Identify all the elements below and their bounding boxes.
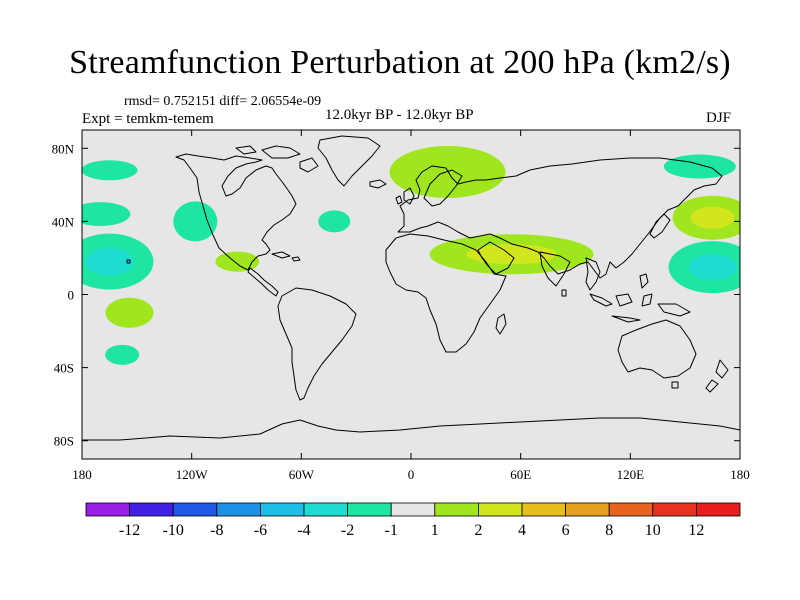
colorbar-label: -2 xyxy=(341,522,354,539)
colorbar-swatch xyxy=(129,502,174,517)
x-tick-label: 120W xyxy=(176,467,209,482)
experiment-label: Expt = temkm-temem xyxy=(82,111,214,127)
anomaly-gulf-of-alaska-negative xyxy=(173,201,218,242)
colorbar-swatch xyxy=(434,502,479,517)
colorbar-label: -1 xyxy=(385,522,398,539)
colorbar-swatch xyxy=(565,502,610,517)
coastline-arctic-islands xyxy=(235,145,319,173)
coastline-madagascar xyxy=(495,313,507,335)
x-tick-label: 180 xyxy=(730,467,750,482)
colorbar-swatch xyxy=(303,502,348,517)
y-tick-label: 40S xyxy=(54,361,74,376)
colorbar-label: 1 xyxy=(431,522,439,539)
colorbar-swatch xyxy=(608,502,654,517)
x-tick-label: 60W xyxy=(289,467,315,482)
colorbar-swatch xyxy=(390,502,436,517)
map-panel xyxy=(81,129,741,460)
colorbar-swatch xyxy=(259,502,305,517)
colorbar-label: -6 xyxy=(254,522,267,539)
anomaly-core-east-pacific-subtropical-negative xyxy=(85,247,134,276)
coastline-sri-lanka xyxy=(561,289,567,297)
coastline-new-guinea xyxy=(657,303,691,317)
coastline-greenland xyxy=(317,135,381,187)
anomaly-core-west-pacific-high-positive xyxy=(690,206,735,229)
x-tick-label: 180 xyxy=(72,467,92,482)
x-tick-label: 0 xyxy=(408,467,415,482)
coastline-australia xyxy=(617,319,697,379)
coastline-japan xyxy=(649,213,671,239)
coastline-eurasia xyxy=(397,157,723,279)
colorbar-label: 12 xyxy=(688,522,704,539)
colorbar-swatch xyxy=(477,502,523,517)
y-tick-label: 80S xyxy=(54,434,74,449)
colorbar-swatch xyxy=(347,502,392,517)
y-tick-label: 40N xyxy=(52,214,75,229)
anomaly-east-asia-arctic-negative xyxy=(663,154,736,179)
anomaly-contours xyxy=(82,146,740,365)
colorbar: -12 -10 -8 -6 -4 -2 -1 1 2 4 6 8 10 12 xyxy=(85,502,741,539)
colorbar-label: -10 xyxy=(163,522,184,539)
colorbar-label: 2 xyxy=(474,522,482,539)
season-label: DJF xyxy=(706,110,732,126)
x-tick-label: 120E xyxy=(617,467,645,482)
coastline-north-america xyxy=(175,153,297,271)
coastline-tasmania xyxy=(671,381,679,389)
coastline-hawaii xyxy=(126,259,131,264)
coastline-british-isles xyxy=(395,187,415,205)
coastline-south-america xyxy=(277,287,357,401)
coastline-indochina xyxy=(585,257,601,291)
anomaly-south-pacific-positive xyxy=(105,297,154,328)
anomaly-mexico-caribbean-positive xyxy=(215,251,260,272)
colorbar-label: 6 xyxy=(562,522,570,539)
coastline-caribbean xyxy=(271,251,301,262)
anomaly-core-west-pacific-subtropical-negative xyxy=(688,254,737,281)
anomaly-dateline-midlatitude-negative xyxy=(82,202,131,227)
chart-title: Streamfunction Perturbation at 200 hPa (… xyxy=(69,44,731,81)
colorbar-label: -4 xyxy=(297,522,310,539)
coastline-africa xyxy=(385,233,507,353)
x-tick-label: 60E xyxy=(510,467,531,482)
coastline-scandinavia xyxy=(423,169,463,207)
colorbar-swatch xyxy=(521,502,566,517)
period-label: 12.0kyr BP - 12.0kyr BP xyxy=(325,107,474,123)
coastline-iceland xyxy=(369,179,387,189)
anomaly-mid-atlantic-negative xyxy=(318,210,351,233)
colorbar-label: 10 xyxy=(645,522,661,539)
anomaly-south-pacific-negative xyxy=(105,344,140,365)
rmsd-stats: rmsd= 0.752151 diff= 2.06554e-09 xyxy=(124,94,322,109)
anomaly-north-pacific-arctic-negative xyxy=(82,160,138,181)
colorbar-label: 4 xyxy=(518,522,526,539)
anomaly-north-atlantic-europe-positive xyxy=(389,146,506,199)
colorbar-swatch xyxy=(216,502,261,517)
anomaly-core-north-africa-arabia-positive xyxy=(466,244,557,265)
colorbar-swatch xyxy=(172,502,218,517)
colorbar-swatch xyxy=(85,502,130,517)
y-tick-label: 0 xyxy=(68,288,75,303)
colorbar-swatch xyxy=(652,502,697,517)
coastlines xyxy=(82,135,740,441)
coastline-india xyxy=(539,251,571,287)
colorbar-label: 8 xyxy=(605,522,613,539)
coastline-central-america xyxy=(247,267,279,297)
coastline-new-zealand xyxy=(705,359,729,393)
coastline-arabia xyxy=(477,241,515,275)
colorbar-label: -8 xyxy=(210,522,223,539)
colorbar-label: -12 xyxy=(119,522,140,539)
coastline-antarctica xyxy=(82,417,740,441)
colorbar-swatch xyxy=(696,502,741,517)
coastline-indonesia xyxy=(589,273,653,323)
y-tick-label: 80N xyxy=(52,141,75,156)
map-axes: 180 120W 60W 0 60E 120E 180 80N 40N 0 40S 80S xyxy=(52,130,750,482)
